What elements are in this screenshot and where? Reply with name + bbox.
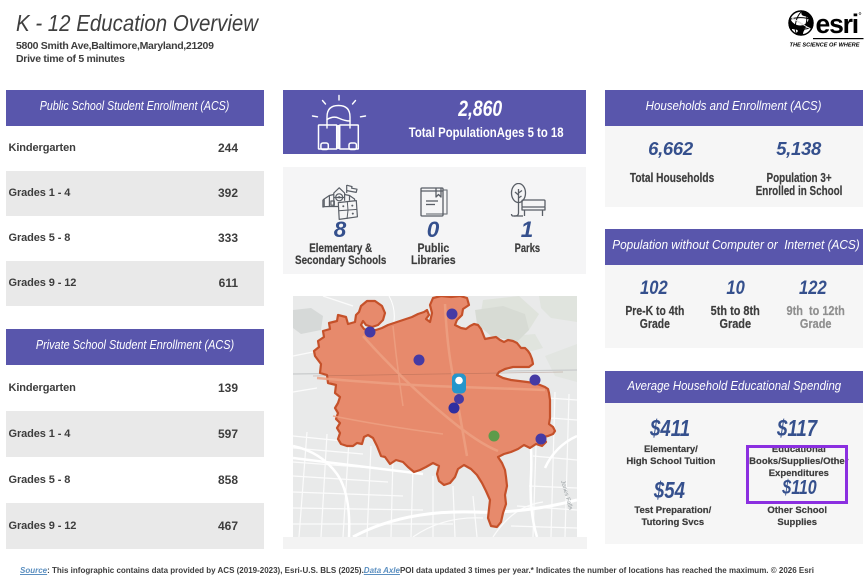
- svg-text:esri: esri: [816, 9, 859, 39]
- svg-text:THE SCIENCE OF WHERE: THE SCIENCE OF WHERE: [790, 43, 861, 49]
